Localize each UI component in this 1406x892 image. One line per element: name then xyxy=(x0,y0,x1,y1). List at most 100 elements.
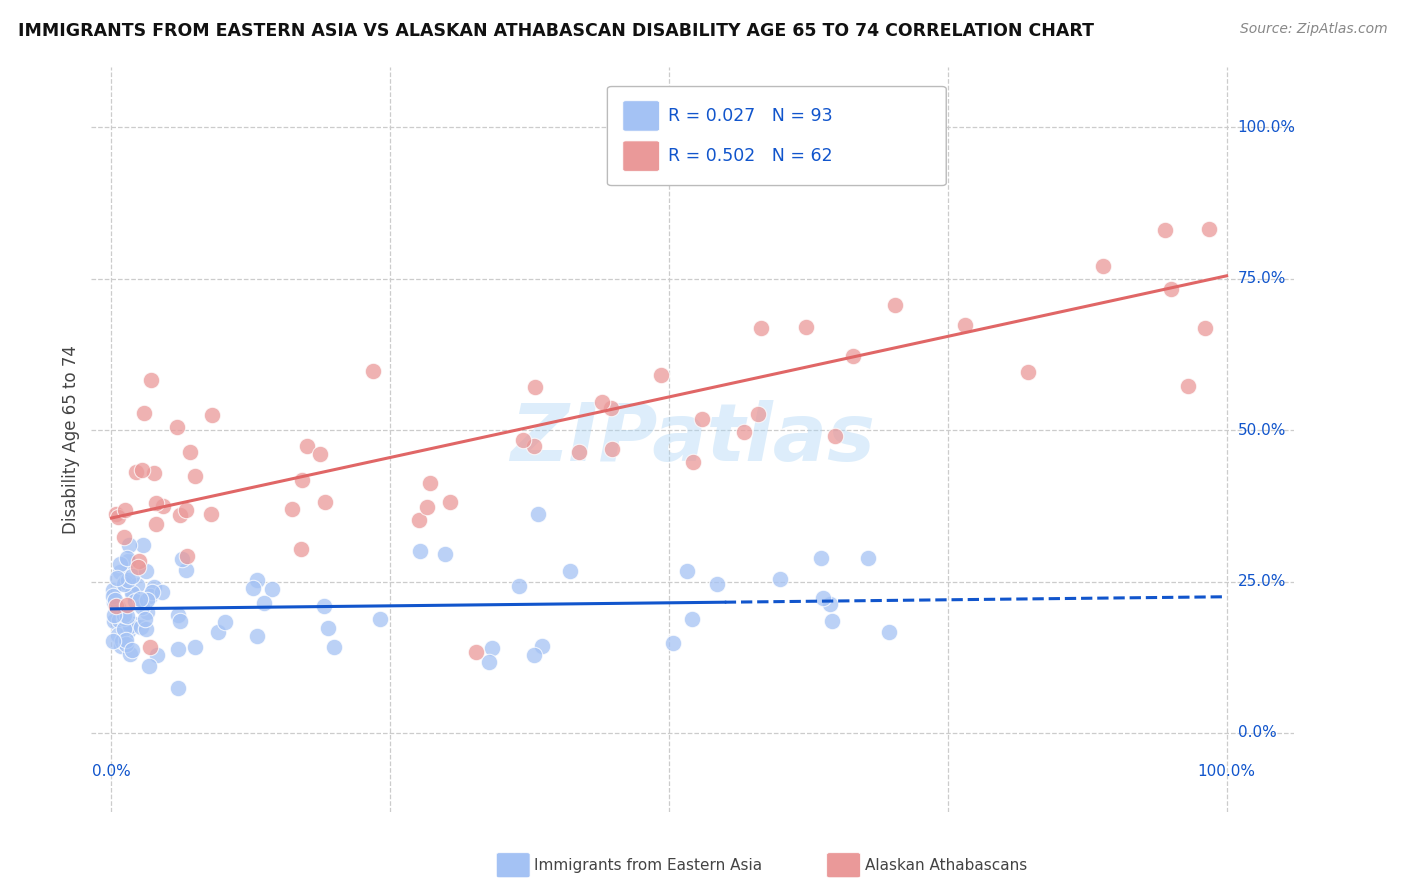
Point xyxy=(117,554,139,568)
Point xyxy=(121,643,143,657)
Point xyxy=(136,606,159,620)
Point xyxy=(120,619,142,633)
Point xyxy=(107,599,129,614)
Text: Immigrants from Eastern Asia: Immigrants from Eastern Asia xyxy=(534,858,762,872)
Text: 0.0%: 0.0% xyxy=(91,764,131,779)
Point xyxy=(370,612,392,626)
Point xyxy=(246,629,269,643)
Point xyxy=(172,552,194,566)
Point xyxy=(1194,320,1216,334)
Point xyxy=(115,609,138,624)
Point xyxy=(749,321,772,335)
Point xyxy=(150,585,173,599)
Point xyxy=(600,401,623,415)
Point xyxy=(523,380,546,394)
Point xyxy=(169,508,191,522)
Point xyxy=(508,579,530,593)
Point xyxy=(201,409,224,423)
Point xyxy=(135,564,157,578)
Point xyxy=(117,624,139,638)
Point xyxy=(312,599,335,614)
Point xyxy=(769,572,792,586)
Point xyxy=(527,507,550,521)
Point xyxy=(820,597,842,611)
Point xyxy=(132,538,155,552)
Point xyxy=(884,298,907,312)
Point xyxy=(125,578,148,592)
Text: Alaskan Athabascans: Alaskan Athabascans xyxy=(865,858,1026,872)
Point xyxy=(281,502,304,516)
Point xyxy=(295,439,318,453)
Point xyxy=(260,582,283,596)
Point xyxy=(139,589,162,603)
Point xyxy=(101,589,124,603)
Point xyxy=(107,614,129,628)
Point xyxy=(316,621,339,635)
Point xyxy=(841,349,863,363)
Point xyxy=(131,463,153,477)
Point xyxy=(105,571,128,585)
Point xyxy=(824,429,846,443)
Point xyxy=(128,591,150,606)
Point xyxy=(138,659,160,673)
Text: Source: ZipAtlas.com: Source: ZipAtlas.com xyxy=(1240,22,1388,37)
Point xyxy=(112,607,135,622)
Point xyxy=(682,455,704,469)
Point xyxy=(114,503,136,517)
Text: 75.0%: 75.0% xyxy=(1237,271,1286,286)
Point xyxy=(112,576,135,591)
Point xyxy=(128,554,150,568)
Point xyxy=(200,507,222,521)
Point xyxy=(309,447,332,461)
Point xyxy=(120,618,142,632)
Point xyxy=(675,564,697,578)
Point xyxy=(291,473,314,487)
Point xyxy=(117,573,139,587)
Point xyxy=(214,615,236,630)
Point xyxy=(650,368,672,383)
Text: R = 0.027   N = 93: R = 0.027 N = 93 xyxy=(668,107,832,125)
Point xyxy=(115,550,138,565)
Point xyxy=(706,576,728,591)
Point xyxy=(681,612,703,626)
Point xyxy=(127,559,149,574)
Point xyxy=(523,438,546,452)
Point xyxy=(104,599,127,613)
Point xyxy=(141,373,163,387)
Point xyxy=(103,595,125,609)
Point xyxy=(477,655,499,669)
Point xyxy=(134,612,156,626)
Point xyxy=(1091,259,1114,273)
Point xyxy=(110,557,132,571)
Point xyxy=(408,513,430,527)
Point xyxy=(246,573,269,587)
Point xyxy=(101,633,124,648)
Point xyxy=(145,517,167,532)
Point xyxy=(174,563,197,577)
Point xyxy=(115,599,138,613)
Point xyxy=(141,585,163,599)
Text: 50.0%: 50.0% xyxy=(1237,423,1286,438)
Point xyxy=(135,622,157,636)
Point xyxy=(107,510,129,524)
Point xyxy=(112,530,135,544)
Point xyxy=(1017,365,1039,379)
Text: 100.0%: 100.0% xyxy=(1237,120,1296,135)
Point xyxy=(152,499,174,513)
Point xyxy=(512,433,534,447)
Point xyxy=(290,542,312,557)
Point xyxy=(481,640,503,655)
Point xyxy=(120,620,142,634)
Point xyxy=(242,581,264,595)
Point xyxy=(145,496,167,510)
Point xyxy=(131,620,153,634)
Point xyxy=(314,495,336,509)
Text: IMMIGRANTS FROM EASTERN ASIA VS ALASKAN ATHABASCAN DISABILITY AGE 65 TO 74 CORRE: IMMIGRANTS FROM EASTERN ASIA VS ALASKAN … xyxy=(18,22,1094,40)
Text: ZIPatlas: ZIPatlas xyxy=(510,401,875,478)
Point xyxy=(118,619,141,633)
Point xyxy=(139,640,162,654)
Point xyxy=(1160,282,1182,296)
Point xyxy=(176,549,198,563)
Point xyxy=(568,444,591,458)
Point xyxy=(207,625,229,640)
